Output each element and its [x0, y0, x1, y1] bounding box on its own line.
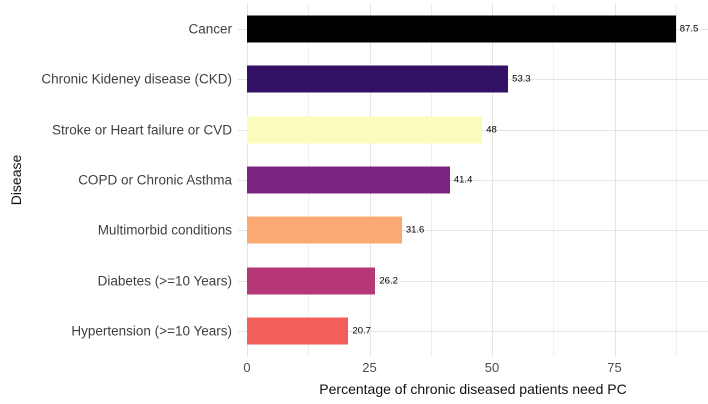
gridline-row — [238, 180, 708, 181]
bar-value-label: 53.3 — [512, 73, 531, 85]
category-label: Diabetes (>=10 Years) — [97, 273, 232, 289]
category-label: Cancer — [188, 21, 232, 37]
category-label: Hypertension (>=10 Years) — [71, 323, 232, 339]
bar-value-label: 31.6 — [405, 224, 425, 236]
x-axis-ticks: 0 25 50 75 — [238, 360, 708, 376]
bar-value-label: 87.5 — [679, 23, 699, 35]
bar-value-label: 20.7 — [352, 325, 371, 337]
bar — [247, 65, 509, 93]
bar — [247, 267, 376, 295]
bar — [247, 166, 450, 194]
bar-value-label: 48 — [486, 124, 497, 136]
bar — [247, 216, 402, 244]
bar-value-label: 41.4 — [453, 174, 473, 186]
x-tick-label: 25 — [362, 360, 377, 375]
x-tick-label: 0 — [243, 360, 251, 375]
gridline-row — [238, 330, 708, 332]
x-tick-label: 50 — [484, 360, 500, 375]
category-label: Chronic Kideney disease (CKD) — [41, 71, 232, 87]
bar — [247, 15, 676, 43]
category-label: Multimorbid conditions — [97, 222, 232, 238]
bar-value-label: 26.2 — [379, 275, 398, 287]
y-axis-labels: Cancer Chronic Kideney disease (CKD) Strok… — [0, 4, 232, 356]
x-tick-label: 75 — [607, 360, 622, 375]
bar — [247, 317, 349, 345]
gridline-row — [238, 280, 708, 282]
plot-panel: 87.5 53.3 48 41.4 31.6 26.2 20.7 — [238, 4, 708, 356]
x-axis-title: Percentage of chronic diseased patients … — [319, 381, 627, 397]
category-label: COPD or Chronic Asthma — [78, 172, 232, 188]
category-label: Stroke or Heart failure or CVD — [51, 122, 232, 138]
gridline-row — [238, 230, 708, 232]
bar — [247, 116, 483, 144]
